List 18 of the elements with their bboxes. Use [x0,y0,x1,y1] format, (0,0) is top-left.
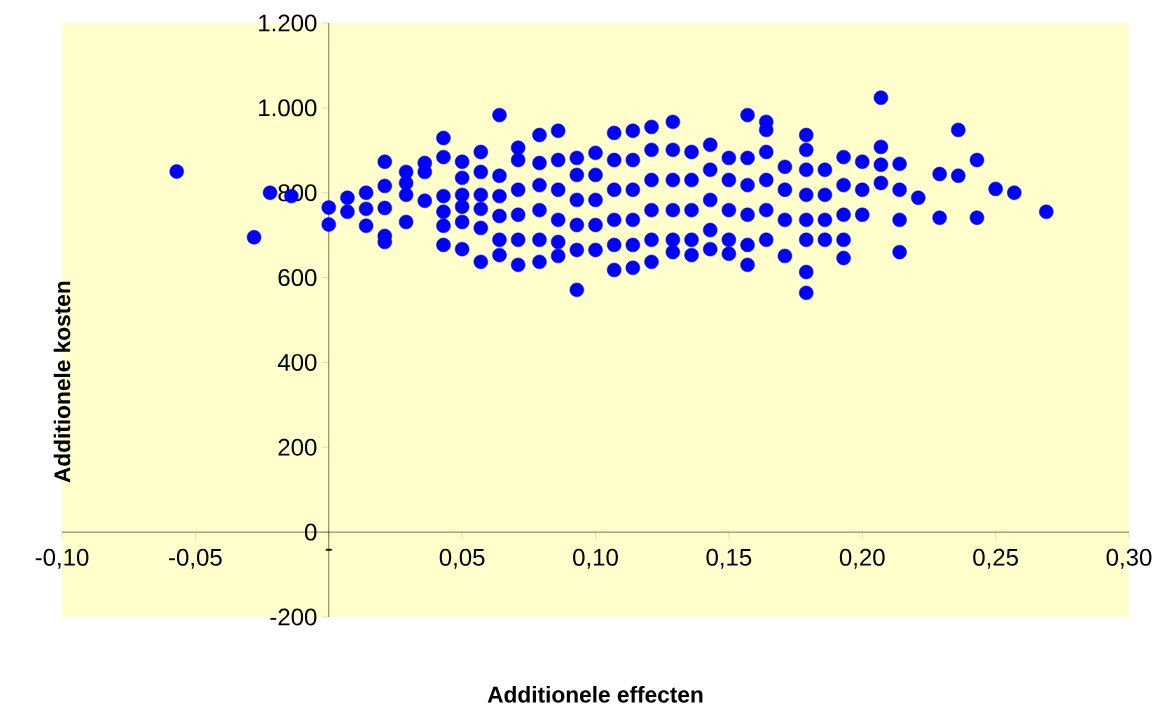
x-tick-label: -0,10 [35,548,89,569]
y-tick-label: 200 [278,438,317,456]
y-tick-label: 600 [278,269,317,287]
x-tick-label: - [325,548,332,551]
y-tick-label: 1.200 [259,14,317,32]
y-tick-label: 1.000 [259,99,317,117]
y-tick-label: 0 [304,523,317,541]
x-tick-label: 0,30 [1106,548,1152,569]
x-tick-label: 0,15 [706,548,752,569]
y-axis-title: Additionele kosten [53,281,71,483]
y-tick-label: 400 [277,353,317,371]
x-tick-label: 0,10 [573,548,618,569]
x-tick-label: -0,05 [169,548,222,569]
x-tick-label: 0,25 [973,548,1018,569]
x-tick-label: 0,20 [839,548,885,569]
y-tick-label: -200 [270,608,317,626]
x-tick-label: 0,05 [439,548,485,569]
x-axis-title: Additionele effecten [487,686,703,703]
